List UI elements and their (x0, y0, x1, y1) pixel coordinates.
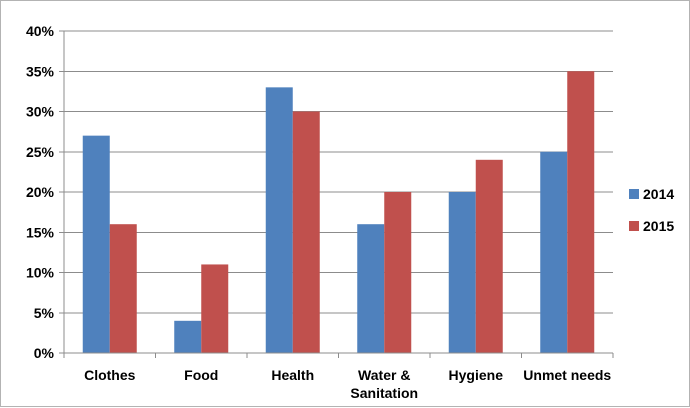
y-tick-label: 0% (34, 345, 55, 361)
bar-2015 (109, 224, 137, 353)
x-category-label: Clothes (84, 367, 136, 383)
bar-2015 (567, 71, 595, 353)
bar-2014 (174, 320, 202, 353)
bar-2014 (265, 87, 293, 353)
x-category-label: Unmet needs (523, 367, 611, 383)
bar-2014 (540, 151, 568, 353)
bar-2015 (384, 192, 412, 353)
y-tick-label: 40% (26, 23, 55, 39)
legend: 2014 2015 (629, 186, 674, 234)
bar-2015 (475, 159, 503, 353)
y-tick-label: 30% (26, 104, 55, 120)
bar-2014 (357, 224, 385, 353)
legend-swatch-2014 (629, 189, 639, 199)
axes (59, 30, 614, 358)
x-category-label: Hygiene (449, 367, 504, 383)
x-category-label: Water & Sanitation (350, 367, 418, 401)
y-tick-label: 5% (34, 305, 55, 321)
x-axis-category-labels: Clothes Food Health Water & Sanitation Hygien… (84, 367, 611, 401)
y-tick-label: 35% (26, 63, 55, 79)
x-category-label: Health (271, 367, 314, 383)
legend-swatch-2015 (629, 221, 639, 231)
gridlines (64, 30, 613, 314)
bars (82, 71, 595, 353)
bar-2015 (201, 264, 229, 353)
y-tick-label: 15% (26, 224, 55, 240)
y-tick-label: 10% (26, 265, 55, 281)
legend-label-2014: 2014 (643, 186, 674, 202)
bar-2014 (448, 192, 476, 353)
y-tick-label: 25% (26, 144, 55, 160)
x-category-label: Food (184, 367, 218, 383)
bar-2015 (292, 111, 320, 353)
y-tick-label: 20% (26, 184, 55, 200)
legend-label-2015: 2015 (643, 218, 674, 234)
y-axis-tick-labels: 0% 5% 10% 15% 20% 25% 30% 35% 40% (26, 23, 55, 361)
bar-2014 (82, 135, 110, 353)
